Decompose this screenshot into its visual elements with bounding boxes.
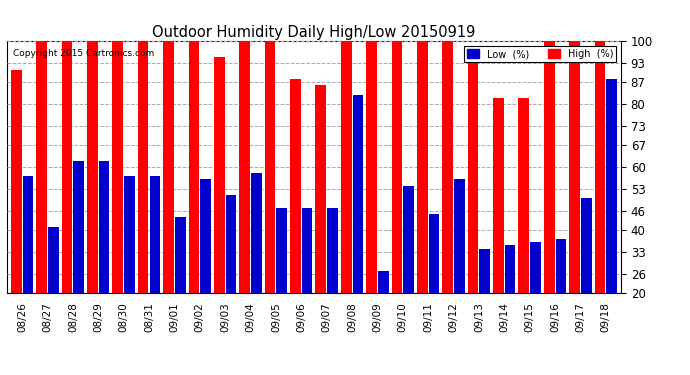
Bar bbox=[48, 226, 59, 292]
Bar bbox=[164, 41, 174, 292]
Bar bbox=[518, 98, 529, 292]
Bar bbox=[315, 85, 326, 292]
Bar bbox=[23, 176, 33, 292]
Bar bbox=[327, 208, 338, 292]
Bar bbox=[37, 41, 47, 292]
Bar bbox=[530, 242, 541, 292]
Bar bbox=[403, 186, 414, 292]
Bar bbox=[99, 160, 110, 292]
Bar bbox=[353, 94, 363, 292]
Bar bbox=[188, 41, 199, 292]
Bar bbox=[73, 160, 84, 292]
Bar bbox=[417, 41, 428, 292]
Bar bbox=[480, 249, 490, 292]
Bar bbox=[175, 217, 186, 292]
Bar bbox=[150, 176, 160, 292]
Bar bbox=[226, 195, 236, 292]
Bar bbox=[454, 180, 464, 292]
Bar bbox=[392, 41, 402, 292]
Bar bbox=[200, 180, 211, 292]
Bar bbox=[442, 41, 453, 292]
Bar bbox=[290, 79, 301, 292]
Bar bbox=[378, 270, 388, 292]
Bar bbox=[555, 239, 566, 292]
Bar bbox=[468, 54, 478, 292]
Text: Copyright 2015 Cartronics.com: Copyright 2015 Cartronics.com bbox=[13, 49, 155, 58]
Bar bbox=[505, 245, 515, 292]
Bar bbox=[11, 69, 21, 292]
Bar bbox=[251, 173, 262, 292]
Bar bbox=[569, 41, 580, 292]
Bar bbox=[607, 79, 617, 292]
Bar bbox=[61, 41, 72, 292]
Bar bbox=[277, 208, 287, 292]
Bar bbox=[214, 57, 225, 292]
Bar bbox=[493, 98, 504, 292]
Bar bbox=[87, 41, 98, 292]
Bar bbox=[138, 41, 148, 292]
Title: Outdoor Humidity Daily High/Low 20150919: Outdoor Humidity Daily High/Low 20150919 bbox=[152, 25, 475, 40]
Bar bbox=[581, 198, 591, 292]
Bar bbox=[428, 214, 440, 292]
Bar bbox=[239, 41, 250, 292]
Bar bbox=[341, 41, 351, 292]
Bar bbox=[124, 176, 135, 292]
Bar bbox=[265, 41, 275, 292]
Bar bbox=[544, 41, 555, 292]
Legend: Low  (%), High  (%): Low (%), High (%) bbox=[464, 46, 616, 62]
Bar bbox=[366, 41, 377, 292]
Bar bbox=[112, 41, 123, 292]
Bar bbox=[595, 41, 605, 292]
Bar bbox=[302, 208, 313, 292]
